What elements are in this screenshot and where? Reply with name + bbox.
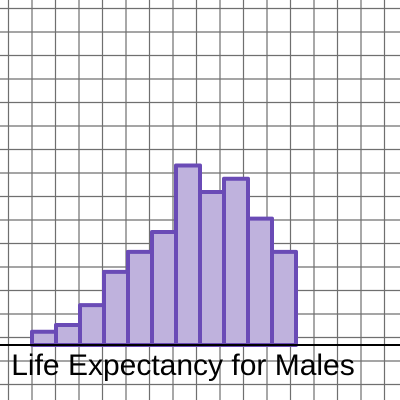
histogram-bar — [222, 176, 250, 347]
histogram-bar — [54, 323, 82, 347]
histogram-bar — [102, 269, 130, 348]
histogram-bar — [150, 229, 178, 347]
histogram-bar — [78, 303, 106, 348]
x-axis-label: Life Expectancy for Males — [11, 349, 355, 382]
histogram-bar — [30, 329, 58, 348]
histogram-bar — [270, 249, 298, 347]
histogram-bar — [246, 216, 274, 347]
histogram-bar — [126, 249, 154, 347]
bars — [30, 163, 298, 348]
histogram-bar — [174, 163, 202, 347]
histogram-bar — [198, 190, 226, 347]
